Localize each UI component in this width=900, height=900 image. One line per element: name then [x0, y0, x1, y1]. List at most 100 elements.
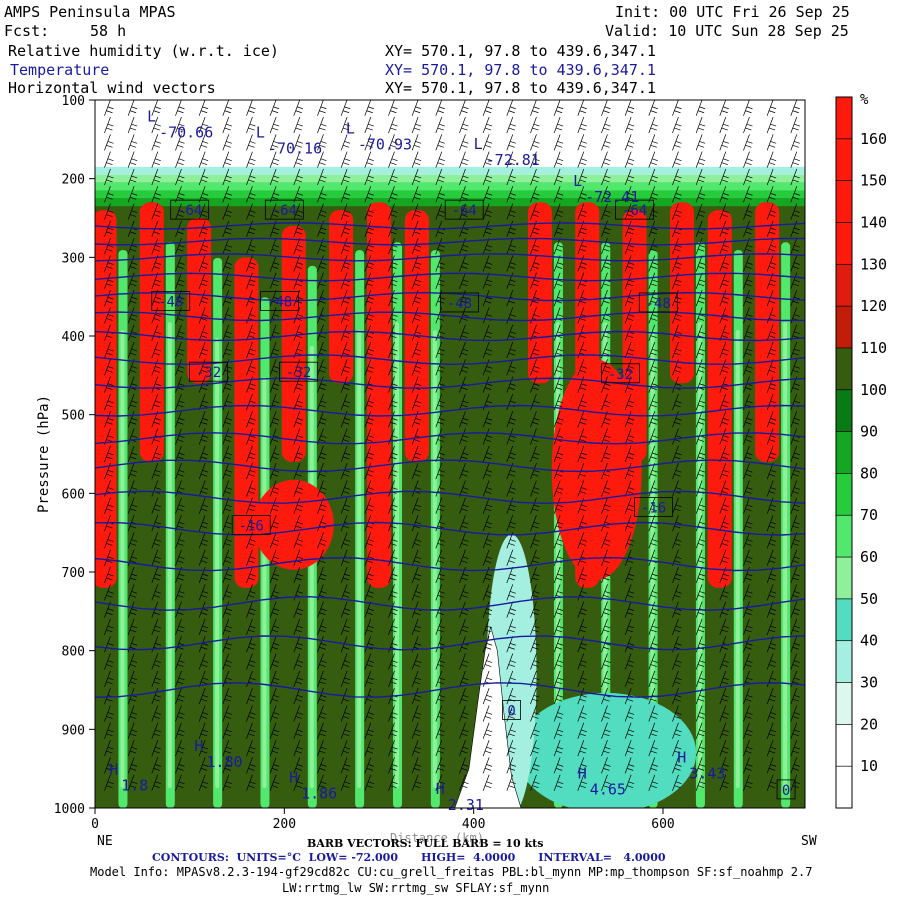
wind-barb [435, 186, 445, 203]
wind-barb [388, 289, 398, 307]
wind-barb [104, 393, 114, 411]
wind-barb [743, 688, 753, 705]
field-name-rh: Relative humidity (w.r.t. ice) [8, 42, 279, 60]
wind-barb [151, 168, 161, 186]
wind-barb [695, 359, 706, 376]
wind-barb [388, 341, 398, 359]
wind-barb [175, 341, 185, 359]
rh-band [95, 174, 805, 183]
wind-barb [648, 134, 658, 151]
wind-barb [317, 566, 327, 584]
wind-barb [459, 186, 469, 203]
wind-barb [222, 220, 232, 238]
wind-barb [482, 705, 493, 722]
wind-barb [246, 757, 256, 774]
wind-barb [175, 618, 185, 636]
wind-barb [672, 393, 682, 411]
wind-barb [411, 722, 422, 739]
wind-barb [624, 463, 635, 480]
wind-barb [127, 341, 138, 359]
wind-barb [719, 514, 729, 532]
wind-barb [411, 514, 422, 532]
wind-barb [624, 739, 635, 757]
wind-barb [624, 428, 635, 445]
wind-barb [695, 705, 706, 722]
contour-label-box [264, 199, 304, 220]
wind-barb [695, 272, 706, 289]
wind-barb [695, 203, 706, 220]
wind-barb [269, 688, 280, 705]
field-xy-rh: XY= 570.1, 97.8 to 439.6,347.1 [385, 42, 656, 60]
isotherm-line [95, 311, 805, 322]
wind-barb [293, 514, 303, 532]
wind-barb [790, 411, 800, 428]
wind-barb [364, 238, 374, 255]
wind-barb [340, 445, 351, 462]
colorbar-tick-label: 30 [860, 674, 878, 692]
wind-barb [435, 688, 445, 705]
wind-barb [601, 186, 611, 203]
wind-barb [482, 653, 493, 670]
wind-barb [743, 151, 753, 168]
wind-barb [293, 116, 303, 134]
wind-barb [482, 480, 493, 497]
wind-barb [553, 722, 564, 739]
wind-barb [317, 774, 327, 791]
contour-label-box [634, 497, 673, 517]
contour-label-box [279, 361, 318, 382]
wind-barb [435, 722, 445, 739]
wind-barb [175, 134, 185, 151]
wind-barb [388, 445, 398, 462]
wind-barb [482, 289, 493, 307]
x-end-label-right: SW [801, 834, 817, 849]
wind-barb [388, 705, 398, 722]
wind-barb [506, 411, 516, 428]
x-axis-title: Distance (km) [390, 831, 484, 845]
wind-barb [553, 514, 564, 532]
wind-barb [624, 618, 635, 636]
wind-barb [719, 532, 729, 549]
wind-barb [293, 186, 303, 203]
wind-barb [364, 168, 374, 186]
extremum-kind: L [474, 135, 483, 153]
rh-band [95, 190, 805, 199]
wind-barb [198, 272, 209, 289]
wind-barb [506, 134, 516, 151]
wind-barb [340, 739, 351, 757]
wind-barb [127, 393, 138, 411]
wind-barb [506, 566, 516, 584]
wind-barb [246, 220, 256, 238]
wind-barb [175, 411, 185, 428]
wind-barb [743, 514, 753, 532]
extremum-kind: H [109, 761, 118, 779]
wind-barb [482, 532, 493, 549]
wind-barb [175, 203, 185, 220]
wind-barb [506, 100, 516, 116]
wind-barb [672, 688, 682, 705]
wind-barb [340, 186, 351, 203]
wind-barb [648, 653, 658, 670]
wind-barb [695, 739, 706, 757]
isotherm-line [95, 595, 805, 611]
y-tick-label: 200 [62, 173, 85, 188]
wind-barb [743, 203, 753, 220]
wind-barb [719, 688, 729, 705]
wind-barb [104, 411, 114, 428]
wind-barb [601, 636, 611, 653]
wind-barb [246, 445, 256, 462]
wind-barb [127, 722, 138, 739]
wind-barb [222, 324, 232, 341]
wind-barb [175, 359, 185, 376]
contour-label-box [444, 199, 484, 220]
wind-barb [766, 653, 777, 670]
wind-barb [198, 307, 209, 324]
wind-barb [672, 566, 682, 584]
wind-barb [246, 203, 256, 220]
wind-barb [672, 203, 682, 220]
wind-barb [766, 168, 777, 186]
wind-barb [151, 341, 161, 359]
wind-barb [198, 566, 209, 584]
wind-barb [435, 255, 445, 272]
wind-barb [104, 566, 114, 584]
wind-barb [790, 722, 800, 739]
